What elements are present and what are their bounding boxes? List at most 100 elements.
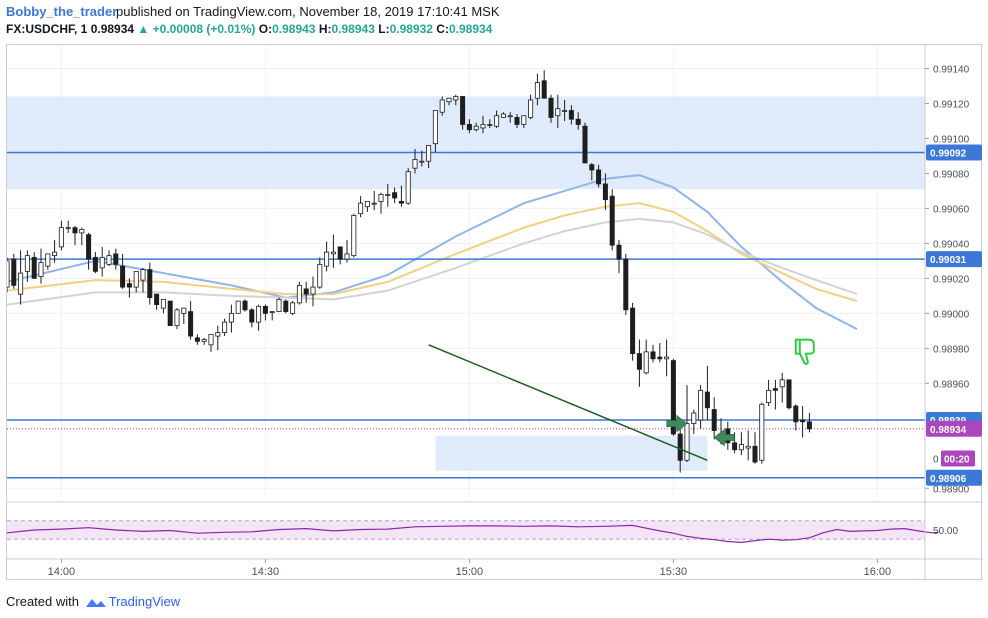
low-value: 0.98932: [389, 22, 433, 36]
candle: [806, 413, 812, 433]
candle: [58, 220, 64, 251]
level-badge-text: 0.99092: [930, 148, 967, 159]
candle-body: [79, 228, 85, 234]
candle-body: [800, 419, 806, 423]
moving-averages: [7, 174, 858, 330]
candle: [616, 239, 622, 274]
trend-line-group[interactable]: [428, 344, 708, 461]
candle-body: [392, 192, 398, 199]
candle-body: [262, 305, 268, 314]
candle: [18, 250, 24, 305]
candle: [582, 122, 588, 164]
change-arrow-icon: ▲: [137, 22, 150, 36]
candle: [364, 201, 370, 212]
candle: [704, 365, 710, 421]
candle: [664, 339, 670, 377]
candle: [215, 325, 221, 351]
candle-body: [99, 256, 105, 269]
candle-body: [364, 201, 370, 208]
candle-body: [126, 283, 132, 288]
candle: [800, 406, 806, 438]
candle: [453, 94, 459, 106]
candle-body: [310, 286, 316, 295]
candle: [208, 333, 214, 352]
candle-body: [657, 356, 663, 360]
candle-body: [677, 433, 683, 461]
candle: [548, 94, 554, 123]
candle-body: [664, 356, 670, 360]
candle: [310, 276, 316, 307]
candle: [562, 99, 568, 121]
candle-body: [188, 311, 194, 337]
candle: [602, 173, 608, 211]
arrow-right-icon: [666, 414, 688, 433]
candle-body: [324, 251, 330, 267]
candle-body: [140, 269, 146, 281]
candle-body: [711, 409, 717, 431]
candle: [596, 164, 602, 188]
candle-body: [242, 300, 248, 311]
chart-frame[interactable]: 0.99140 0.99120 0.99100 0.99080 0.99060 0.990…: [6, 44, 983, 581]
candle: [766, 379, 772, 407]
candle: [235, 300, 241, 314]
candle: [494, 110, 500, 128]
horizontal-levels[interactable]: [7, 151, 925, 479]
price-chart[interactable]: 0.99140 0.99120 0.99100 0.99080 0.99060 0.990…: [7, 45, 983, 581]
candle: [262, 304, 268, 321]
candle-body: [759, 403, 765, 461]
candle-body: [106, 255, 112, 265]
candle-body: [772, 388, 778, 391]
author-link[interactable]: Bobby_the_trader: [6, 4, 118, 19]
y-tick-label: 0.99060: [933, 204, 970, 215]
level-badge: 0.99092: [926, 144, 982, 161]
candle-body: [738, 444, 744, 451]
countdown-prefix: 0: [933, 455, 939, 466]
thumbs-down-icon: [794, 338, 815, 365]
candle-body: [45, 253, 51, 267]
candle: [371, 190, 377, 211]
y-tick-label: 0.99100: [933, 134, 970, 145]
candle: [147, 262, 153, 305]
candle: [487, 119, 493, 128]
level-badge: 0.98906: [926, 469, 982, 486]
arrow-left-icon: [713, 428, 735, 447]
thumbs-down-shape: [794, 338, 815, 365]
candle: [480, 115, 486, 134]
candle: [575, 112, 581, 130]
candle: [589, 162, 595, 181]
candle-body: [432, 110, 438, 145]
candle-body: [65, 227, 71, 230]
candle: [256, 304, 262, 331]
level-badge-bg: [926, 251, 982, 268]
candle: [657, 343, 663, 363]
candle-body: [249, 309, 255, 323]
candle: [358, 196, 364, 218]
candle-body: [534, 82, 540, 99]
candle-body: [419, 160, 425, 163]
candle: [188, 301, 194, 340]
annotations[interactable]: [666, 338, 815, 447]
open-label: O:: [258, 22, 273, 36]
candle-body: [446, 97, 452, 103]
candle-body: [228, 312, 234, 323]
candle: [201, 337, 207, 345]
candle-body: [86, 234, 92, 260]
candle: [249, 308, 255, 328]
candle: [79, 227, 85, 246]
candle-body: [670, 360, 676, 435]
footer-brand[interactable]: TradingView: [108, 594, 181, 609]
x-tick-label: 15:30: [660, 566, 688, 578]
candle: [228, 304, 234, 333]
candle: [31, 252, 37, 279]
candle-body: [636, 353, 642, 370]
y-tick-label: 0.98980: [933, 344, 970, 355]
candle: [500, 112, 506, 118]
y-tick-label: 0.99000: [933, 309, 970, 320]
candle-body: [541, 80, 547, 99]
countdown-text: 00:20: [944, 455, 970, 466]
candle: [643, 339, 649, 375]
open-value: 0.98943: [272, 22, 316, 36]
candle: [283, 299, 289, 314]
trend-line: [428, 344, 708, 461]
candle-body: [643, 351, 649, 374]
